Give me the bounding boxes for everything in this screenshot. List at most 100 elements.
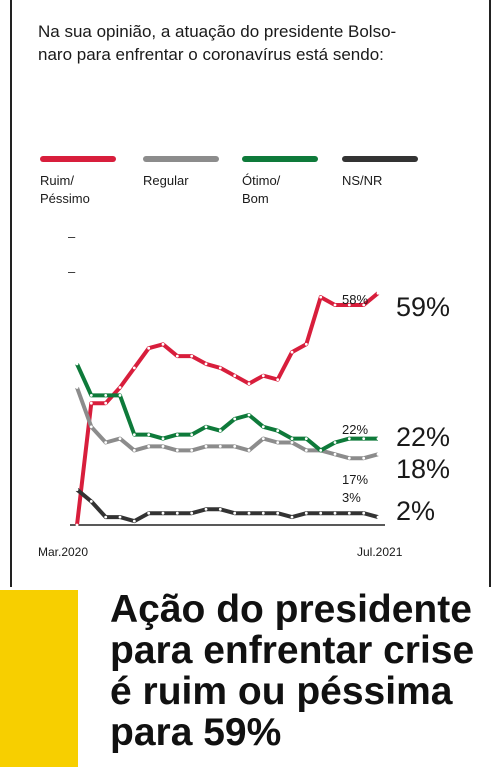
data-point-otimo-bom — [175, 433, 179, 436]
legend-label-nsnr: NS/NR — [342, 173, 383, 188]
legend-label-ruim: Ruim/Péssimo — [40, 173, 90, 206]
data-point-otimo-bom — [89, 394, 93, 397]
data-point-otimo-bom — [290, 437, 294, 440]
question-line-1: Na sua opinião, a atuação do presidente … — [38, 22, 397, 41]
data-point-ns-nr — [147, 511, 151, 515]
data-point-otimo-bom — [276, 429, 280, 433]
data-point-ruim-pessimo — [290, 350, 294, 354]
data-point-ruim-pessimo — [161, 342, 165, 346]
data-point-regular — [161, 445, 165, 448]
yellow-accent-block — [0, 590, 78, 767]
data-point-ns-nr — [89, 500, 93, 503]
data-point-regular — [218, 445, 222, 448]
line-chart: – – Mar.2020 Jul.2021 58% 59% 22% 22% 17… — [38, 229, 450, 559]
data-point-ns-nr — [75, 488, 79, 491]
x-end-label: Jul.2021 — [357, 545, 403, 559]
data-point-regular — [89, 425, 93, 429]
data-point-otimo-bom — [204, 425, 208, 429]
legend-swatch-nsnr — [342, 156, 418, 162]
data-point-ns-nr — [190, 511, 194, 515]
data-point-ruim-pessimo — [247, 382, 251, 385]
label-regular-small: 17% — [342, 472, 368, 487]
data-point-regular — [290, 441, 294, 444]
data-point-ns-nr — [304, 511, 308, 515]
data-point-ns-nr — [218, 507, 222, 511]
data-point-regular — [261, 437, 265, 440]
data-point-regular — [104, 441, 108, 444]
data-point-regular — [75, 386, 79, 389]
data-point-ruim-pessimo — [190, 354, 194, 358]
label-ruim-big: 59% — [396, 292, 450, 322]
data-point-ns-nr — [175, 511, 179, 515]
series-line-ruim-pessimo — [75, 291, 380, 526]
data-point-ruim-pessimo — [304, 342, 308, 346]
data-point-ns-nr — [247, 511, 251, 515]
legend-item-regular: Regular — [143, 156, 219, 190]
data-point-regular — [376, 452, 380, 456]
data-point-regular — [204, 445, 208, 448]
data-point-ns-nr — [118, 515, 122, 519]
data-point-ruim-pessimo — [261, 374, 265, 378]
data-point-ns-nr — [104, 515, 108, 519]
data-point-regular — [175, 449, 179, 452]
data-point-ns-nr — [261, 511, 265, 515]
data-point-regular — [190, 449, 194, 452]
data-point-ruim-pessimo — [132, 366, 136, 370]
data-point-ruim-pessimo — [276, 378, 280, 381]
data-point-regular — [132, 449, 136, 452]
data-point-otimo-bom — [261, 425, 265, 429]
data-point-regular — [118, 437, 122, 440]
data-point-otimo-bom — [319, 449, 323, 452]
data-point-otimo-bom — [75, 362, 79, 366]
survey-question: Na sua opinião, a atuação do presidente … — [38, 20, 478, 66]
legend-swatch-ruim — [40, 156, 116, 162]
data-point-otimo-bom — [104, 394, 108, 397]
data-point-otimo-bom — [376, 437, 380, 440]
data-point-ruim-pessimo — [75, 523, 79, 527]
headline-line-2: para enfrentar crise — [110, 629, 475, 672]
legend-label-regular: Regular — [143, 173, 189, 188]
legend-swatch-otimo — [242, 156, 318, 162]
legend-swatch-regular — [143, 156, 219, 162]
data-point-ruim-pessimo — [204, 362, 208, 366]
data-point-otimo-bom — [147, 433, 151, 436]
axis-tick-dash: – — [68, 229, 76, 244]
data-point-otimo-bom — [304, 437, 308, 440]
data-point-otimo-bom — [161, 437, 165, 440]
label-otimo-small: 22% — [342, 422, 368, 437]
chart-frame — [10, 0, 491, 590]
data-point-regular — [276, 441, 280, 444]
data-point-otimo-bom — [132, 433, 136, 436]
data-point-regular — [347, 456, 351, 460]
data-point-regular — [147, 445, 151, 448]
data-point-ruim-pessimo — [376, 291, 380, 295]
data-point-ns-nr — [276, 511, 280, 515]
data-point-otimo-bom — [233, 417, 237, 421]
data-point-ruim-pessimo — [333, 303, 337, 307]
data-point-otimo-bom — [347, 437, 351, 440]
data-point-otimo-bom — [333, 441, 337, 444]
data-point-ns-nr — [132, 519, 136, 523]
data-point-regular — [333, 452, 337, 456]
series-line-ns-nr — [75, 488, 379, 524]
data-point-ruim-pessimo — [218, 366, 222, 370]
data-point-ruim-pessimo — [89, 401, 93, 405]
headline: Ação do presidente para enfrentar crise … — [110, 589, 495, 753]
data-point-ruim-pessimo — [362, 303, 366, 307]
legend-item-nsnr: NS/NR — [342, 156, 418, 190]
label-regular-big: 18% — [396, 454, 450, 484]
label-otimo-big: 22% — [396, 422, 450, 452]
legend-label-otimo: Ótimo/Bom — [242, 173, 281, 206]
data-point-ruim-pessimo — [118, 386, 122, 389]
data-point-regular — [233, 445, 237, 448]
data-point-otimo-bom — [118, 394, 122, 397]
data-point-ruim-pessimo — [104, 401, 108, 405]
data-point-ns-nr — [376, 515, 380, 519]
data-point-ns-nr — [333, 511, 337, 515]
data-point-ruim-pessimo — [319, 295, 323, 299]
data-point-ns-nr — [204, 507, 208, 511]
series-line-otimo-bom — [75, 363, 378, 453]
data-point-ns-nr — [347, 511, 351, 515]
data-point-ruim-pessimo — [347, 303, 351, 307]
axis-tick-dash: – — [68, 264, 76, 279]
